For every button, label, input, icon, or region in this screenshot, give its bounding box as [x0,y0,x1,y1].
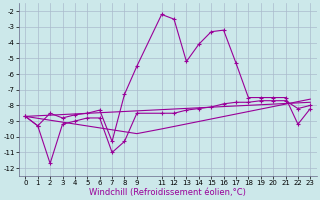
X-axis label: Windchill (Refroidissement éolien,°C): Windchill (Refroidissement éolien,°C) [89,188,246,197]
